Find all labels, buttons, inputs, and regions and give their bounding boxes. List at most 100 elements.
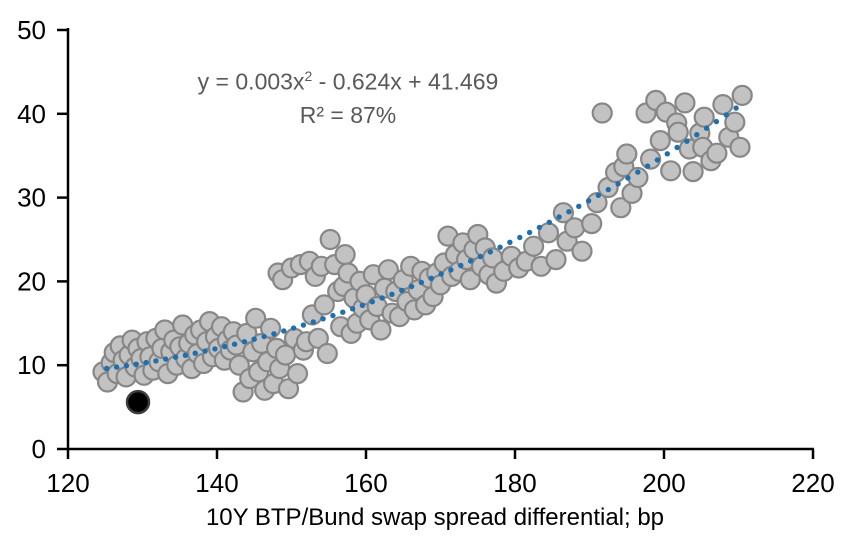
trendline-dot — [310, 319, 316, 325]
trendline-dot — [448, 267, 454, 273]
trendline-dot — [477, 253, 484, 260]
trendline-dot — [104, 365, 110, 372]
scatter-point — [522, 235, 545, 257]
scatter-point — [370, 319, 392, 341]
y-tick-marks — [57, 28, 68, 451]
y-tick-label: 0 — [32, 434, 46, 464]
trendline-dot — [320, 316, 326, 322]
trendline-dot — [497, 244, 503, 250]
trendline-dot — [379, 295, 385, 301]
trendline-dot — [231, 341, 238, 347]
trendline-dot — [408, 283, 415, 290]
trendline-dot — [467, 258, 474, 264]
scatter-point — [667, 121, 689, 143]
scatter-point — [693, 106, 715, 128]
trendline-dot — [241, 339, 248, 345]
scatter-point — [316, 342, 338, 365]
scatter-point — [639, 148, 662, 170]
x-tick-marks — [66, 449, 815, 459]
trendline-dot — [595, 192, 602, 198]
trendline-dot — [526, 229, 533, 236]
trendline-dot — [713, 118, 720, 125]
trendline-dot — [113, 364, 120, 370]
trendline-dot — [212, 346, 218, 352]
trendline-dot — [674, 144, 680, 151]
scatter-point — [581, 213, 603, 235]
trendline-dot — [517, 234, 523, 241]
trendline-dot — [300, 322, 307, 328]
trendline-dot — [428, 275, 434, 281]
scatter-point — [731, 84, 753, 107]
x-tick-label: 140 — [195, 468, 238, 498]
trendline-dot — [369, 299, 375, 305]
trendline-dot — [271, 331, 277, 337]
trendline-dot — [261, 333, 267, 340]
y-tick-label: 30 — [17, 183, 46, 213]
trendline-dot — [222, 343, 228, 350]
scatter-point — [649, 130, 671, 152]
y-tick-label: 40 — [17, 99, 46, 129]
trendline-dot — [458, 262, 464, 269]
trendline-dot — [192, 350, 198, 356]
trendline-dot — [359, 302, 366, 308]
trendline-dot — [733, 105, 739, 111]
trendline-equation: y = 0.003x2 - 0.624x + 41.469 — [190, 60, 506, 99]
trendline-dot — [123, 363, 130, 369]
scatter-point — [724, 111, 746, 133]
trendline-dot — [133, 361, 139, 367]
scatter-point — [377, 259, 399, 281]
scatter-point — [674, 92, 696, 114]
trendline-dot — [723, 112, 729, 118]
trendline-dot — [143, 359, 149, 366]
trendline-dot — [507, 239, 513, 245]
trendline-dot — [654, 157, 661, 163]
scatter-points-layer — [92, 84, 753, 415]
equation-prefix: y = 0.003x — [197, 68, 305, 95]
trendline-dot — [694, 132, 700, 138]
scatter-point — [729, 136, 751, 158]
r-squared-label: R² = 87% — [299, 101, 397, 128]
trendline-dot — [389, 291, 395, 297]
trendline-dot — [566, 209, 572, 215]
trendline-dot — [281, 328, 287, 334]
scatter-point — [660, 160, 682, 182]
highlight-point — [125, 389, 151, 415]
scatter-point — [319, 228, 341, 251]
trendline-dot — [536, 224, 543, 231]
scatter-point — [712, 93, 734, 116]
scatter-point — [313, 294, 335, 316]
trendline-dot — [585, 198, 592, 204]
scatter-point — [537, 222, 560, 244]
y-tick-labels: 50 40 30 20 10 0 — [17, 15, 46, 464]
trendline-dot — [605, 186, 611, 193]
scatter-point — [277, 378, 300, 400]
scatter-point — [616, 143, 638, 165]
x-axis-title: 10Y BTP/Bund swap spread differential; b… — [206, 504, 664, 531]
scatter-point — [591, 102, 613, 124]
trendline-dot — [615, 181, 621, 187]
scatter-point — [334, 244, 356, 266]
trendline-dot — [163, 356, 169, 362]
y-tick-label: 50 — [17, 15, 46, 45]
trendline-dot — [644, 163, 651, 169]
scatter-point — [571, 240, 593, 262]
equation-exponent: 2 — [304, 68, 313, 84]
scatter-point — [286, 363, 309, 385]
y-tick-label: 20 — [17, 266, 46, 296]
trendline-dot — [487, 249, 493, 255]
trendline-dot — [290, 325, 297, 331]
trendline-dot — [438, 271, 444, 277]
x-tick-label: 200 — [642, 468, 685, 498]
trendline-dot — [349, 306, 356, 312]
trendline-dot — [340, 309, 346, 315]
trendline-dot — [556, 214, 562, 220]
trendline-dot — [172, 354, 179, 360]
trendline-annotation: y = 0.003x2 - 0.624x + 41.469 R² = 87% — [190, 60, 506, 132]
x-tick-label: 220 — [791, 468, 834, 498]
trendline-dot — [202, 348, 208, 354]
trendline-dot — [664, 151, 670, 157]
trendline-dot — [153, 358, 159, 364]
trendline-dot — [684, 138, 690, 144]
